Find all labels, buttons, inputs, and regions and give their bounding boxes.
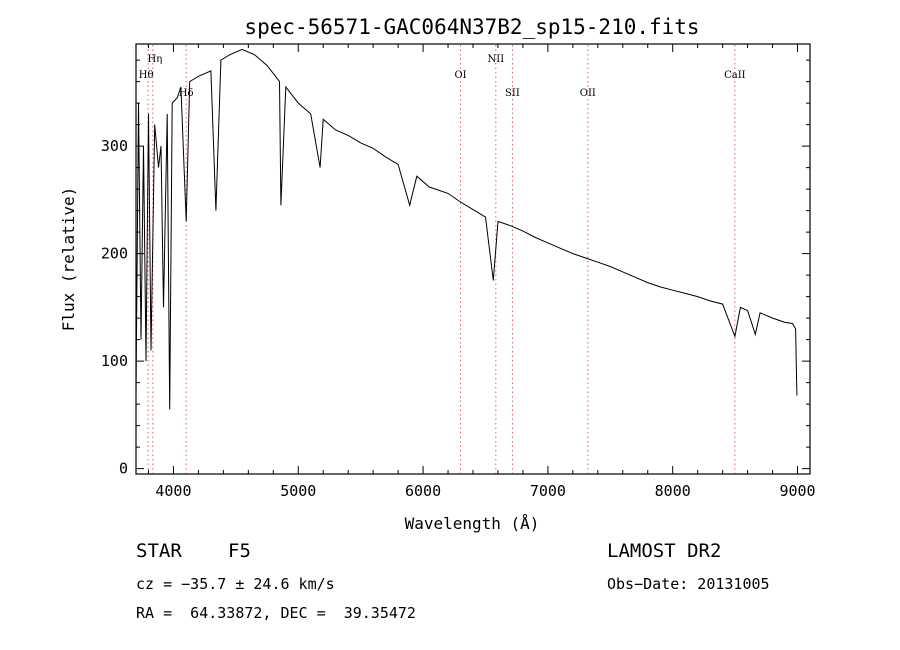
x-tick-label: 9000 bbox=[779, 482, 815, 500]
x-tick-label: 5000 bbox=[280, 482, 316, 500]
obs-date: Obs−Date: 20131005 bbox=[607, 575, 770, 593]
y-tick-label: 300 bbox=[101, 137, 128, 155]
line-marker-label: Hθ bbox=[139, 70, 154, 81]
y-axis-label: Flux (relative) bbox=[59, 187, 78, 332]
object-class: STAR bbox=[136, 540, 182, 562]
line-marker-label: OI bbox=[454, 70, 466, 81]
line-marker-label: CaII bbox=[724, 70, 746, 81]
y-tick-label: 100 bbox=[101, 352, 128, 370]
x-tick-label: 6000 bbox=[405, 482, 441, 500]
plot-frame bbox=[135, 43, 811, 475]
y-tick-label: 200 bbox=[101, 245, 128, 263]
y-axis: 0 100 200 300 bbox=[101, 59, 810, 478]
line-marker-label: OII bbox=[580, 88, 596, 99]
spectral-line-markers: Hη Hθ Hδ OI NII SII OII CaII bbox=[139, 45, 746, 473]
redshift-cz: cz = −35.7 ± 24.6 km/s bbox=[136, 575, 335, 593]
x-axis-label: Wavelength (Å) bbox=[405, 514, 540, 533]
chart-title: spec-56571-GAC064N37B2_sp15-210.fits bbox=[244, 15, 699, 39]
x-tick-label: 8000 bbox=[655, 482, 691, 500]
line-marker-label: NII bbox=[488, 54, 505, 65]
x-tick-label: 7000 bbox=[530, 482, 566, 500]
spectrum-line bbox=[135, 48, 798, 410]
line-marker-label: Hδ bbox=[179, 88, 194, 99]
coordinates: RA = 64.33872, DEC = 39.35472 bbox=[136, 604, 416, 622]
x-tick-label: 4000 bbox=[155, 482, 191, 500]
y-tick-label: 0 bbox=[119, 460, 128, 478]
object-subclass: F5 bbox=[228, 540, 251, 562]
line-marker-label: Hη bbox=[147, 54, 162, 65]
x-axis: 4000 5000 6000 7000 8000 9000 bbox=[147, 44, 816, 500]
line-marker-label: SII bbox=[505, 88, 520, 99]
spectrum-series bbox=[135, 48, 798, 410]
survey-name: LAMOST DR2 bbox=[607, 540, 722, 562]
